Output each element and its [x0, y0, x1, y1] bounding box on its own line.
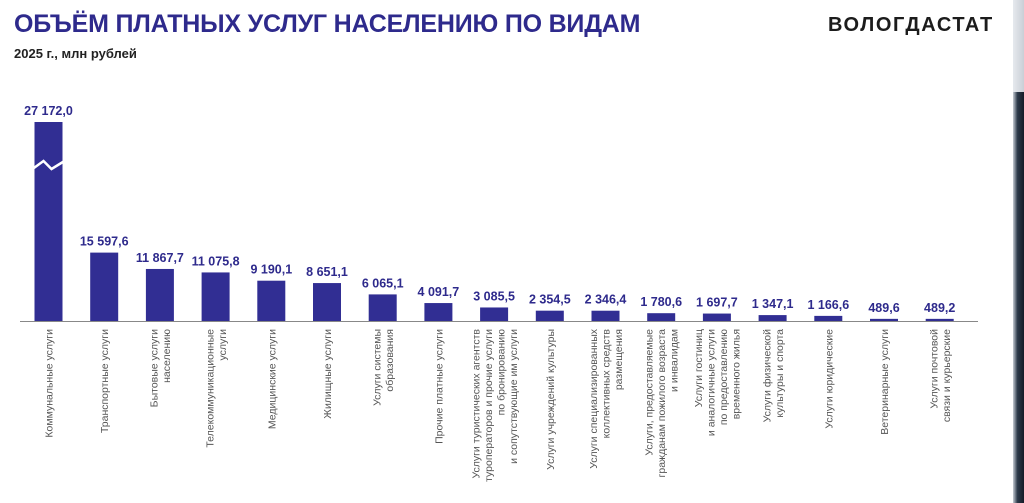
data-label: 489,6	[868, 301, 899, 315]
category-label-line: Бытовые услуги	[149, 329, 161, 407]
category-label: Медицинские услуги	[266, 329, 278, 429]
category-label-line: временного жилья	[731, 329, 743, 419]
category-label: Бытовые услуги населению	[149, 329, 174, 407]
category-label-line: размещения	[613, 329, 625, 390]
category-label-line: Услуги учреждений культуры	[545, 329, 557, 470]
category-label: Услуги гостиниц и аналогичные услуги по пр…	[693, 329, 743, 436]
category-label: Услуги туристических агентств туроператор…	[470, 329, 519, 482]
category-label-line: Услуги системы	[371, 329, 383, 406]
category-label-line: населению	[161, 329, 173, 383]
data-label: 2 346,4	[585, 293, 627, 307]
category-label-line: Прочие платные услуги	[433, 329, 445, 444]
category-label: Коммунальные услуги	[44, 329, 56, 438]
bar	[424, 303, 453, 321]
category-label: Телекоммуникационные услуги	[204, 329, 229, 448]
category-label: Услуги физической культуры и спорта	[761, 329, 786, 423]
category-label-line: связи и курьерские	[941, 329, 953, 422]
bar	[257, 280, 286, 321]
category-label-line: культуры и спорта	[774, 329, 786, 418]
data-label: 1 166,6	[807, 298, 849, 312]
bar	[480, 307, 509, 321]
category-label-line: образования	[384, 329, 396, 392]
data-label: 11 075,8	[192, 254, 240, 268]
category-label-line: Услуги специализированных	[588, 328, 600, 468]
brand-logo: ВОЛОГДАСТАТ	[828, 14, 994, 36]
category-label-line: Услуги почтовой	[928, 329, 940, 409]
chart-title: ОБЪЁМ ПЛАТНЫХ УСЛУГ НАСЕЛЕНИЮ ПО ВИДАМ	[14, 10, 641, 38]
category-label: Транспортные услуги	[99, 329, 111, 433]
bar	[90, 252, 119, 321]
window-edge	[1013, 0, 1024, 503]
category-label-line: коллективных средств	[601, 329, 613, 439]
category-label-line: и сопутствующие им услуги	[508, 329, 520, 464]
category-label-line: Услуги юридические	[823, 329, 835, 429]
chart-subtitle: 2025 г., млн рублей	[14, 46, 137, 61]
data-label: 1 347,1	[752, 297, 794, 311]
category-label-line: Транспортные услуги	[99, 329, 111, 433]
category-label: Услуги, предоставляемые гражданам пожилог…	[644, 329, 681, 478]
data-label: 4 091,7	[418, 285, 460, 299]
category-label-line: Жилищные услуги	[322, 329, 334, 419]
axis-break-icon	[31, 159, 66, 171]
category-label: Услуги юридические	[823, 329, 835, 429]
category-label-line: по предоставлению	[718, 329, 730, 425]
category-label-line: по бронированию	[495, 329, 507, 415]
data-label: 489,2	[924, 301, 955, 315]
bar	[34, 122, 63, 321]
bar	[647, 313, 676, 321]
category-label-line: и аналогичные услуги	[706, 329, 718, 436]
category-label-line: и инвалидам	[669, 329, 681, 392]
bar	[870, 318, 898, 321]
window-edge-highlight	[1013, 0, 1024, 92]
category-label-line: туроператоров и прочие услуги	[483, 329, 495, 482]
data-label: 1 697,7	[696, 296, 738, 310]
data-label: 15 597,6	[80, 235, 129, 249]
category-label: Услуги системы образования	[371, 329, 396, 406]
data-label: 3 085,5	[473, 289, 515, 303]
category-label-line: Услуги, предоставляемые	[644, 329, 656, 456]
data-label: 6 065,1	[362, 276, 404, 290]
category-label-line: Коммунальные услуги	[44, 329, 56, 438]
category-label-line: Телекоммуникационные	[204, 329, 216, 448]
bar	[758, 315, 787, 321]
bar	[145, 268, 174, 321]
bar	[535, 310, 564, 321]
bar	[201, 272, 230, 321]
data-label: 9 190,1	[250, 263, 292, 277]
category-label-line: услуги	[217, 329, 229, 361]
bar	[368, 294, 397, 321]
category-label-line: Услуги физической	[761, 329, 773, 423]
data-label: 27 172,0	[24, 104, 73, 118]
bar	[702, 313, 731, 321]
category-label: Услуги учреждений культуры	[545, 329, 557, 470]
category-label-line: Ветеринарные услуги	[879, 329, 891, 435]
bar	[814, 315, 843, 321]
category-label: Жилищные услуги	[322, 329, 334, 419]
category-label-line: Услуги гостиниц	[693, 329, 705, 407]
bar	[313, 283, 341, 321]
category-label-line: Медицинские услуги	[266, 329, 278, 429]
bar	[591, 310, 620, 321]
data-label: 2 354,5	[529, 293, 571, 307]
category-label: Прочие платные услуги	[433, 329, 445, 444]
category-label: Услуги почтовой связи и курьерские	[928, 329, 953, 422]
data-label: 11 867,7	[136, 251, 184, 265]
data-label: 8 651,1	[306, 265, 348, 279]
data-label: 1 780,6	[640, 295, 682, 309]
bar	[925, 318, 954, 321]
category-label-line: Услуги туристических агентств	[470, 329, 482, 479]
category-label: Услуги специализированных коллективных ср…	[588, 328, 625, 468]
category-label-line: гражданам пожилого возраста	[656, 329, 668, 478]
category-label: Ветеринарные услуги	[879, 329, 891, 435]
